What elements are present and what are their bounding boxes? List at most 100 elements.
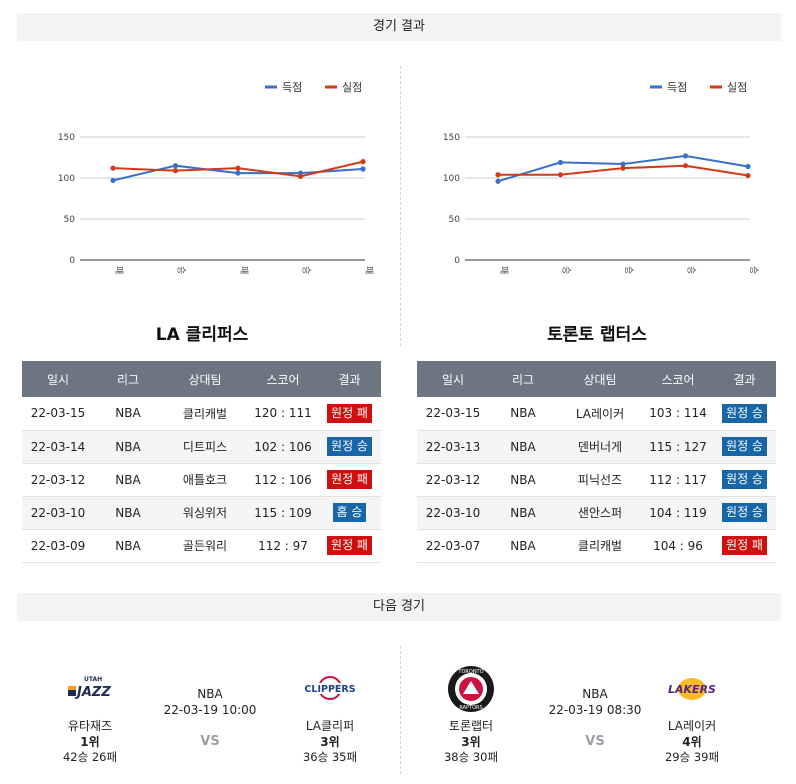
game-result: 원정 승 (713, 397, 776, 431)
game-score: 112 : 117 (643, 463, 713, 497)
table-row: 22-03-15 NBA 클리캐벌 120 : 111 원정 패 (22, 397, 381, 431)
utah-jazz-logo: UTAH JAZZ (30, 660, 150, 718)
game-result: 원정 패 (318, 463, 381, 497)
la-clippers-logo: CLIPPERS (270, 660, 390, 718)
y-tick-label: 0 (69, 256, 75, 266)
next-game-card[interactable]: UTAH JAZZ 유타재즈 1위 42승 26패 NBA 22-03-19 1… (20, 660, 400, 770)
team-rank: 1위 (80, 735, 100, 749)
data-point (235, 170, 241, 176)
result-badge: 원정 패 (327, 536, 372, 555)
data-point (110, 165, 116, 171)
line-chart: 득점 실점 0 50 100 150 패 승 패 승 패 (58, 81, 374, 274)
team-rank: 4위 (682, 735, 702, 749)
header-score: 스코어 (643, 361, 713, 397)
team-rank: 3위 (320, 735, 340, 749)
game-date: 22-03-07 (417, 529, 489, 563)
legend-label: 득점 (282, 81, 302, 94)
table-row: 22-03-10 NBA 워싱위저 115 : 109 홈 승 (22, 496, 381, 530)
data-point (172, 163, 179, 169)
game-league: NBA (94, 397, 162, 431)
home-team[interactable]: TORONTO RAPTORS 토론랩터 3위 38승 30패 (411, 660, 531, 764)
data-point (682, 163, 689, 169)
legend-label: 실점 (342, 81, 362, 94)
game-score: 115 : 127 (643, 430, 713, 464)
game-opponent: 디트피스 (162, 430, 248, 464)
away-team[interactable]: LAKERS LA레이커 4위 29승 39패 (632, 660, 752, 764)
game-result: 원정 패 (318, 529, 381, 563)
table-header-row: 일시 리그 상대팀 스코어 결과 (22, 361, 381, 397)
x-tick-label: 승 (301, 266, 312, 274)
game-league: NBA (489, 529, 557, 563)
game-datetime: 22-03-19 10:00 (163, 703, 257, 717)
clippers-team-title: LA 클리퍼스 (155, 325, 249, 345)
y-tick-label: 0 (454, 256, 460, 266)
x-tick-label: 승 (686, 266, 697, 274)
result-badge: 원정 승 (722, 503, 767, 522)
result-badge: 원정 승 (722, 437, 767, 456)
team-name: 토론랩터 (448, 719, 494, 733)
data-point (172, 168, 179, 174)
la-lakers-logo: LAKERS (632, 660, 752, 718)
y-tick-label: 50 (449, 215, 461, 225)
game-score: 120 : 111 (248, 397, 318, 431)
team-record: 42승 26패 (62, 750, 118, 764)
svg-text:JAZZ: JAZZ (74, 685, 111, 700)
game-date: 22-03-10 (417, 496, 489, 530)
header-score: 스코어 (248, 361, 318, 397)
game-opponent: LA레이커 (557, 397, 643, 431)
svg-text:UTAH: UTAH (84, 676, 102, 683)
data-point (745, 163, 751, 170)
y-tick-label: 50 (64, 215, 76, 225)
game-score: 115 : 109 (248, 496, 318, 530)
line-chart: 득점 실점 0 50 100 150 패 승 승 승 승 (443, 81, 759, 274)
data-point (557, 172, 564, 178)
team-record: 38승 30패 (443, 750, 499, 764)
vs-label: VS (200, 734, 220, 749)
result-badge: 원정 승 (722, 470, 767, 489)
result-badge: 홈 승 (332, 503, 367, 522)
header-opponent: 상대팀 (557, 361, 643, 397)
game-opponent: 클리캐벌 (557, 529, 643, 563)
table-row: 22-03-15 NBA LA레이커 103 : 114 원정 승 (417, 397, 776, 431)
away-team[interactable]: CLIPPERS LA클리퍼 3위 36승 35패 (270, 660, 390, 764)
data-point (495, 178, 501, 184)
y-tick-label: 150 (443, 133, 460, 143)
header-result: 결과 (713, 361, 776, 397)
data-point (745, 172, 751, 179)
legend-label: 득점 (667, 81, 687, 94)
results-section-header: 경기 결과 (17, 13, 781, 41)
y-tick-label: 100 (58, 174, 75, 184)
game-league: NBA (489, 496, 557, 530)
game-result: 원정 패 (713, 529, 776, 563)
x-tick-label: 승 (561, 266, 572, 274)
vs-label: VS (585, 734, 605, 749)
x-tick-label: 패 (238, 266, 249, 274)
game-date: 22-03-15 (22, 397, 94, 431)
game-league: NBA (582, 687, 608, 701)
legend-label: 실점 (727, 81, 747, 94)
result-badge: 원정 패 (327, 470, 372, 489)
data-point (360, 159, 366, 165)
header-league: 리그 (94, 361, 162, 397)
raptors-score-chart: 득점 실점 0 50 100 150 패 승 승 승 승 (405, 60, 785, 290)
table-row: 22-03-10 NBA 샌안스퍼 104 : 119 원정 승 (417, 496, 776, 530)
game-league: NBA (489, 463, 557, 497)
data-point (495, 172, 501, 178)
game-result: 원정 승 (318, 430, 381, 464)
x-tick-label: 승 (623, 266, 634, 274)
next-game-card[interactable]: TORONTO RAPTORS 토론랩터 3위 38승 30패 NBA 22-0… (405, 660, 785, 770)
home-team[interactable]: UTAH JAZZ 유타재즈 1위 42승 26패 (30, 660, 150, 764)
game-result: 원정 패 (318, 397, 381, 431)
data-point (110, 177, 116, 184)
game-date: 22-03-09 (22, 529, 94, 563)
team-name: LA클리퍼 (305, 719, 355, 733)
toronto-raptors-logo: TORONTO RAPTORS (411, 660, 531, 718)
x-tick-label: 패 (498, 266, 509, 274)
team-name: 유타재즈 (67, 719, 113, 733)
game-score: 104 : 119 (643, 496, 713, 530)
data-point (235, 165, 241, 171)
svg-text:LAKERS: LAKERS (668, 683, 716, 696)
game-info: NBA 22-03-19 10:00 VS (145, 686, 275, 750)
svg-text:CLIPPERS: CLIPPERS (304, 684, 355, 695)
x-tick-label: 승 (176, 266, 187, 274)
